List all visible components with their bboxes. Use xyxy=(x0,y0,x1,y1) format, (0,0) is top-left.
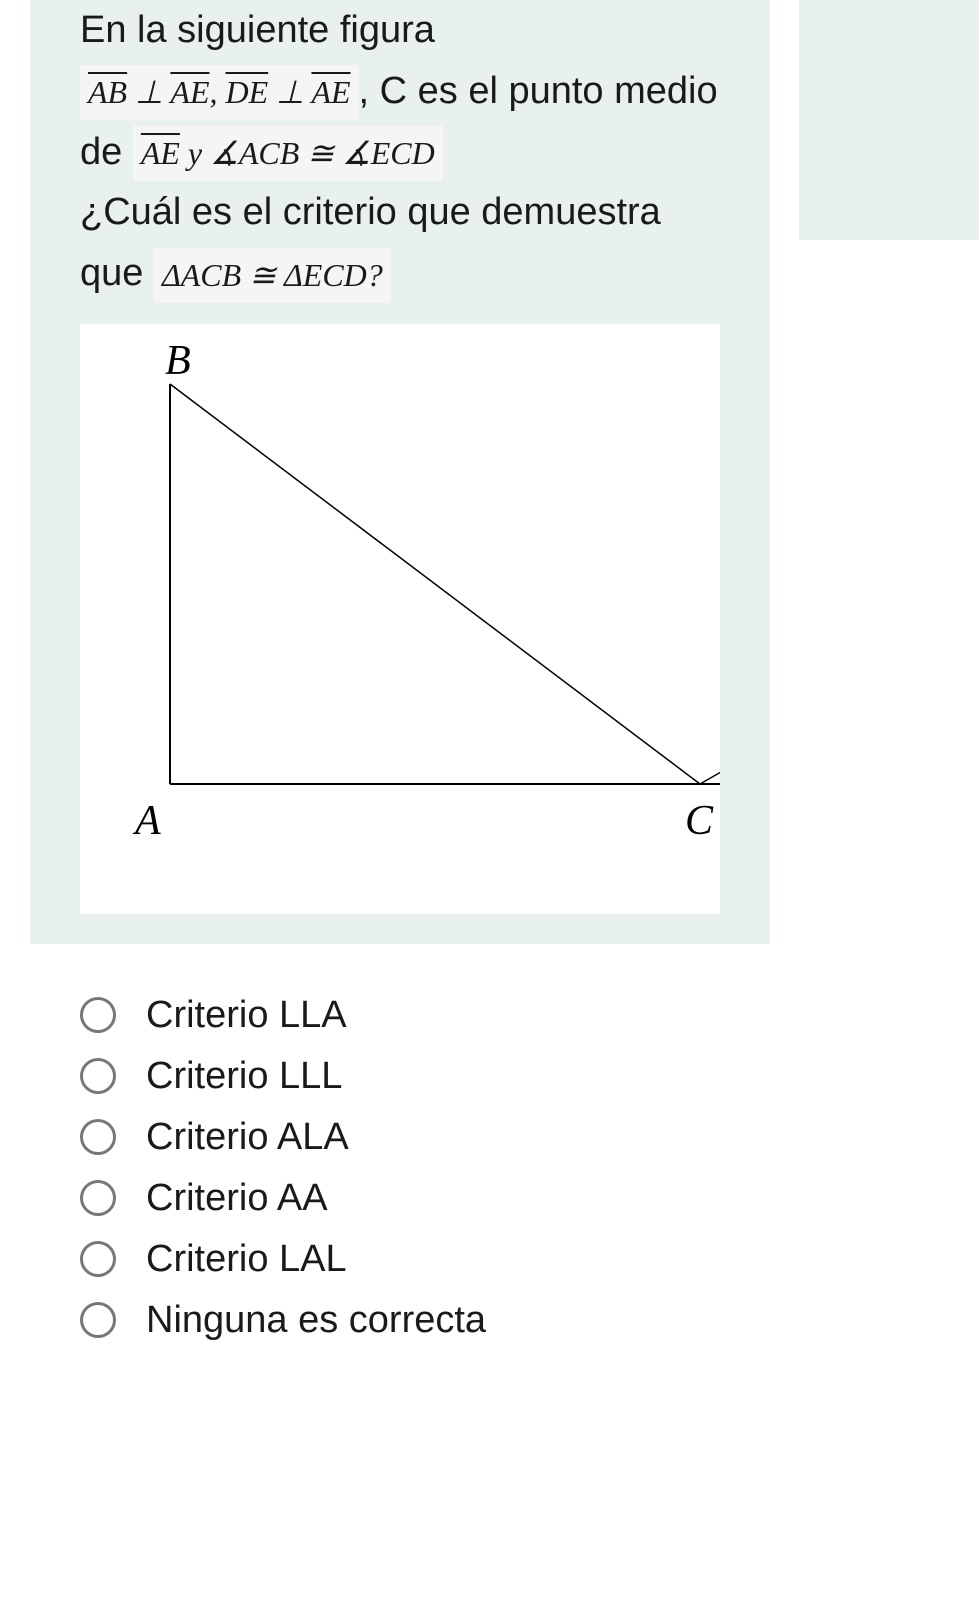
option-label: Criterio LAL xyxy=(146,1238,347,1281)
options-list: Criterio LLA Criterio LLL Criterio ALA C… xyxy=(80,994,949,1342)
option-label: Criterio ALA xyxy=(146,1116,349,1159)
option-label: Criterio LLL xyxy=(146,1055,342,1098)
math-expression-1: AB ⊥ AE, DE ⊥ AE xyxy=(80,65,359,120)
option-row: Criterio ALA xyxy=(80,1116,949,1159)
option-label: Criterio AA xyxy=(146,1177,328,1220)
option-row: Criterio LLL xyxy=(80,1055,949,1098)
option-row: Criterio LAL xyxy=(80,1238,949,1281)
figure-container: B A C xyxy=(80,324,720,914)
math-expression-3: ΔACB ≅ ΔECD? xyxy=(154,248,391,303)
geometry-figure: B A C xyxy=(80,324,720,914)
line-bc xyxy=(170,384,700,784)
line-cd xyxy=(700,624,720,784)
radio-button[interactable] xyxy=(80,1180,116,1216)
math-expression-2: AE y ∡ACB ≅ ∡ECD xyxy=(133,126,443,181)
option-label: Criterio LLA xyxy=(146,994,347,1037)
radio-button[interactable] xyxy=(80,1302,116,1338)
option-row: Ninguna es correcta xyxy=(80,1299,949,1342)
label-b: B xyxy=(165,338,191,384)
radio-button[interactable] xyxy=(80,997,116,1033)
option-row: Criterio LLA xyxy=(80,994,949,1037)
question-text: En la siguiente figura AB ⊥ AE, DE ⊥ AE … xyxy=(80,0,720,304)
radio-button[interactable] xyxy=(80,1119,116,1155)
label-a: A xyxy=(132,798,161,844)
option-label: Ninguna es correcta xyxy=(146,1299,486,1342)
option-row: Criterio AA xyxy=(80,1177,949,1220)
label-c: C xyxy=(685,798,714,844)
side-panel xyxy=(799,0,979,240)
question-panel: En la siguiente figura AB ⊥ AE, DE ⊥ AE … xyxy=(30,0,770,944)
intro-text: En la siguiente figura xyxy=(80,9,435,51)
radio-button[interactable] xyxy=(80,1241,116,1277)
radio-button[interactable] xyxy=(80,1058,116,1094)
